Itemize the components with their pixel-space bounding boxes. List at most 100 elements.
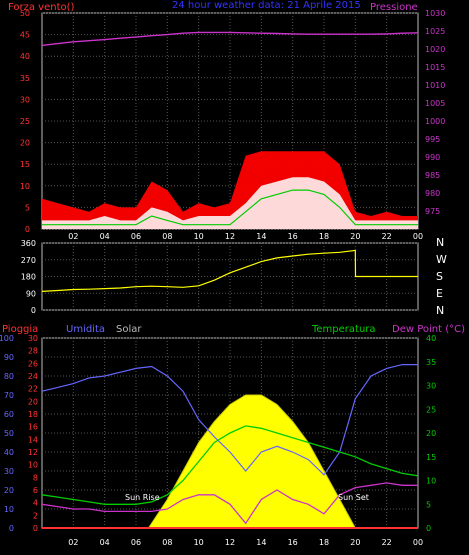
humidity-y-tick-label: 80 [4,372,14,381]
rain-y-tick-label: 30 [28,334,38,343]
climate-x-tick-label: 16 [288,538,298,547]
wind-y-tick-label: 35 [20,74,30,83]
wind-x-tick-label: 04 [100,232,110,241]
wind-y-tick-label: 25 [20,117,30,126]
wind-x-tick-label: 20 [350,232,360,241]
wind-x-tick-label: 14 [256,232,266,241]
wind-average-series [42,189,418,226]
rain-y-tick-label: 18 [28,410,38,419]
direction-y-tick-label: 0 [31,306,36,315]
rain-y-tick-label: 4 [33,499,38,508]
pressure-y-tick-label: 985 [425,171,440,180]
pressure-series [41,31,419,47]
pressure-y-tick-label: 975 [425,207,440,216]
rain-y-tick-label: 10 [28,461,38,470]
humidity-y-tick-label: 90 [4,353,14,362]
climate-x-tick-label: 12 [225,538,235,547]
dewpoint-axis-title: Dew Point (°C) [392,324,465,335]
temperature-y-tick-label: 25 [426,405,436,414]
wind-y-tick-label: 45 [20,31,30,40]
temperature-y-tick-label: 5 [426,500,431,509]
climate-x-tick-label: 22 [382,538,392,547]
pressure-y-tick-label: 1015 [425,63,445,72]
pressure-y-tick-label: 1025 [425,27,445,36]
temperature-series [41,425,419,505]
climate-x-tick-label: 08 [162,538,172,547]
climate-x-tick-label: 14 [256,538,266,547]
direction-y-tick-label: 360 [21,239,36,248]
rain-y-tick-label: 16 [28,423,38,432]
temperature-y-tick-label: 35 [426,358,436,367]
climate-x-tick-label: 04 [100,538,110,547]
panel-direction: 0 90 180 270 360 [21,239,418,315]
compass-s: S [436,270,443,283]
temperature-y-tick-label: 10 [426,477,436,486]
climate-x-tick-label: 18 [319,538,329,547]
temperature-y-tick-label: 0 [426,524,431,533]
compass-e: E [436,287,443,300]
pressure-y-tick-label: 990 [425,153,440,162]
rain-y-tick-label: 8 [33,473,38,482]
wind-speed-series [42,177,418,229]
wind-y-tick-label: 50 [20,9,30,18]
wind-y-tick-label: 30 [20,95,30,104]
climate-x-tick-label: 20 [350,538,360,547]
solar-axis-title: Solar [116,324,142,335]
direction-series [41,249,418,292]
temperature-y-tick-label: 15 [426,453,436,462]
page-title: 24 hour weather data: 21 Aprile 2015 [172,0,361,11]
direction-y-tick-label: 180 [21,273,36,282]
pressure-y-tick-label: 1030 [425,9,445,18]
direction-y-tick-label: 270 [21,256,36,265]
humidity-y-tick-label: 70 [4,391,14,400]
wind-x-tick-label: 08 [162,232,172,241]
panel-climate: 0102030405060708090100024681012141618202… [0,334,436,547]
wind-x-tick-label: 18 [319,232,329,241]
panel-wind: 0510152025303540455097598098599099510001… [20,9,446,241]
climate-x-tick-label: 02 [68,538,78,547]
climate-x-tick-label: 10 [194,538,204,547]
pressure-y-tick-label: 995 [425,135,440,144]
climate-x-tick-label: 06 [131,538,141,547]
pressure-y-tick-label: 1020 [425,45,445,54]
humidity-y-tick-label: 20 [4,486,14,495]
wind-x-tick-label: 02 [68,232,78,241]
rain-y-tick-label: 2 [33,511,38,520]
rain-y-tick-label: 28 [28,347,38,356]
temperature-axis-title: Temperatura [311,324,376,335]
humidity-y-tick-label: 60 [4,410,14,419]
wind-x-tick-label: 22 [382,232,392,241]
temperature-y-tick-label: 20 [426,429,436,438]
wind-x-tick-label: 12 [225,232,235,241]
humidity-y-tick-label: 10 [4,505,14,514]
humidity-axis-title: Umidita [66,324,105,335]
humidity-y-tick-label: 50 [4,429,14,438]
temperature-y-tick-label: 30 [426,382,436,391]
sunrise-label: Sun Rise [125,493,160,502]
rain-axis-title: Pioggia [2,324,38,335]
wind-x-tick-label: 00 [413,232,423,241]
compass-w: W [436,253,447,266]
temperature-y-tick-label: 40 [426,334,436,343]
wind-axis-title: Forza vento() [8,2,75,13]
wind-x-tick-label: 10 [194,232,204,241]
compass-labels: N W S E N [436,236,447,317]
compass-n-top: N [436,236,444,249]
rain-y-tick-label: 0 [33,524,38,533]
rain-y-tick-label: 6 [33,486,38,495]
humidity-y-tick-label: 100 [0,334,14,343]
wind-y-tick-label: 10 [20,182,30,191]
wind-y-tick-label: 5 [25,203,30,212]
rain-y-tick-label: 24 [28,372,38,381]
humidity-y-tick-label: 40 [4,448,14,457]
climate-x-tick-label: 00 [413,538,423,547]
direction-y-tick-label: 90 [26,289,36,298]
wind-y-tick-label: 40 [20,52,30,61]
wind-y-tick-label: 20 [20,139,30,148]
pressure-axis-title: Pressione [370,2,418,13]
pressure-y-tick-label: 1000 [425,117,445,126]
pressure-y-tick-label: 1005 [425,99,445,108]
wind-y-tick-label: 15 [20,160,30,169]
humidity-y-tick-label: 30 [4,467,14,476]
wind-x-tick-label: 06 [131,232,141,241]
